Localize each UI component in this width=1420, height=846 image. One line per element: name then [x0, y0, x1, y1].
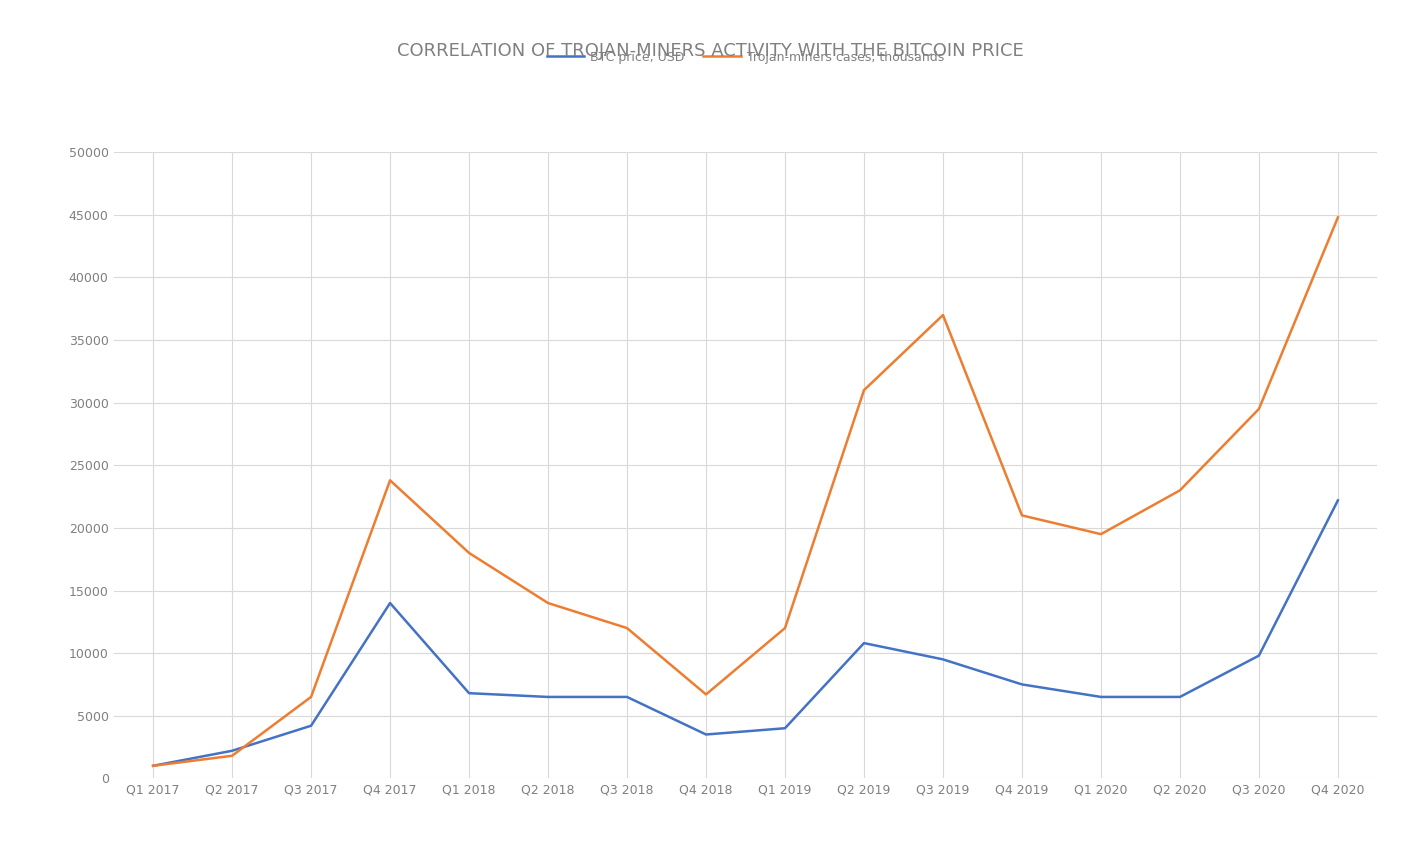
- Trojan-miners cases, thousands: [460, 548, 477, 558]
- Trojan-miners cases, thousands: [855, 385, 872, 395]
- BTC price, USD: [1251, 651, 1268, 661]
- BTC price, USD: [223, 745, 240, 755]
- BTC price, USD: [145, 761, 162, 771]
- Trojan-miners cases, thousands: [777, 623, 794, 633]
- Trojan-miners cases, thousands: [1172, 486, 1189, 496]
- BTC price, USD: [855, 638, 872, 648]
- Trojan-miners cases, thousands: [302, 692, 320, 702]
- Trojan-miners cases, thousands: [223, 750, 240, 761]
- Trojan-miners cases, thousands: [619, 623, 636, 633]
- Trojan-miners cases, thousands: [697, 689, 714, 700]
- BTC price, USD: [697, 729, 714, 739]
- Trojan-miners cases, thousands: [382, 475, 399, 486]
- BTC price, USD: [619, 692, 636, 702]
- BTC price, USD: [934, 654, 951, 664]
- BTC price, USD: [460, 688, 477, 698]
- BTC price, USD: [1329, 495, 1346, 505]
- Text: CORRELATION OF TROJAN-MINERS ACTIVITY WITH THE BITCOIN PRICE: CORRELATION OF TROJAN-MINERS ACTIVITY WI…: [396, 42, 1024, 60]
- BTC price, USD: [1014, 679, 1031, 689]
- BTC price, USD: [1172, 692, 1189, 702]
- BTC price, USD: [777, 723, 794, 733]
- Line: BTC price, USD: BTC price, USD: [153, 500, 1338, 766]
- Trojan-miners cases, thousands: [1329, 212, 1346, 222]
- Legend: BTC price, USD, Trojan-miners cases, thousands: BTC price, USD, Trojan-miners cases, tho…: [541, 46, 950, 69]
- BTC price, USD: [382, 598, 399, 608]
- Trojan-miners cases, thousands: [1251, 404, 1268, 414]
- Line: Trojan-miners cases, thousands: Trojan-miners cases, thousands: [153, 217, 1338, 766]
- Trojan-miners cases, thousands: [540, 598, 557, 608]
- BTC price, USD: [1092, 692, 1109, 702]
- Trojan-miners cases, thousands: [934, 310, 951, 320]
- BTC price, USD: [540, 692, 557, 702]
- BTC price, USD: [302, 721, 320, 731]
- Trojan-miners cases, thousands: [145, 761, 162, 771]
- Trojan-miners cases, thousands: [1014, 510, 1031, 520]
- Trojan-miners cases, thousands: [1092, 529, 1109, 539]
